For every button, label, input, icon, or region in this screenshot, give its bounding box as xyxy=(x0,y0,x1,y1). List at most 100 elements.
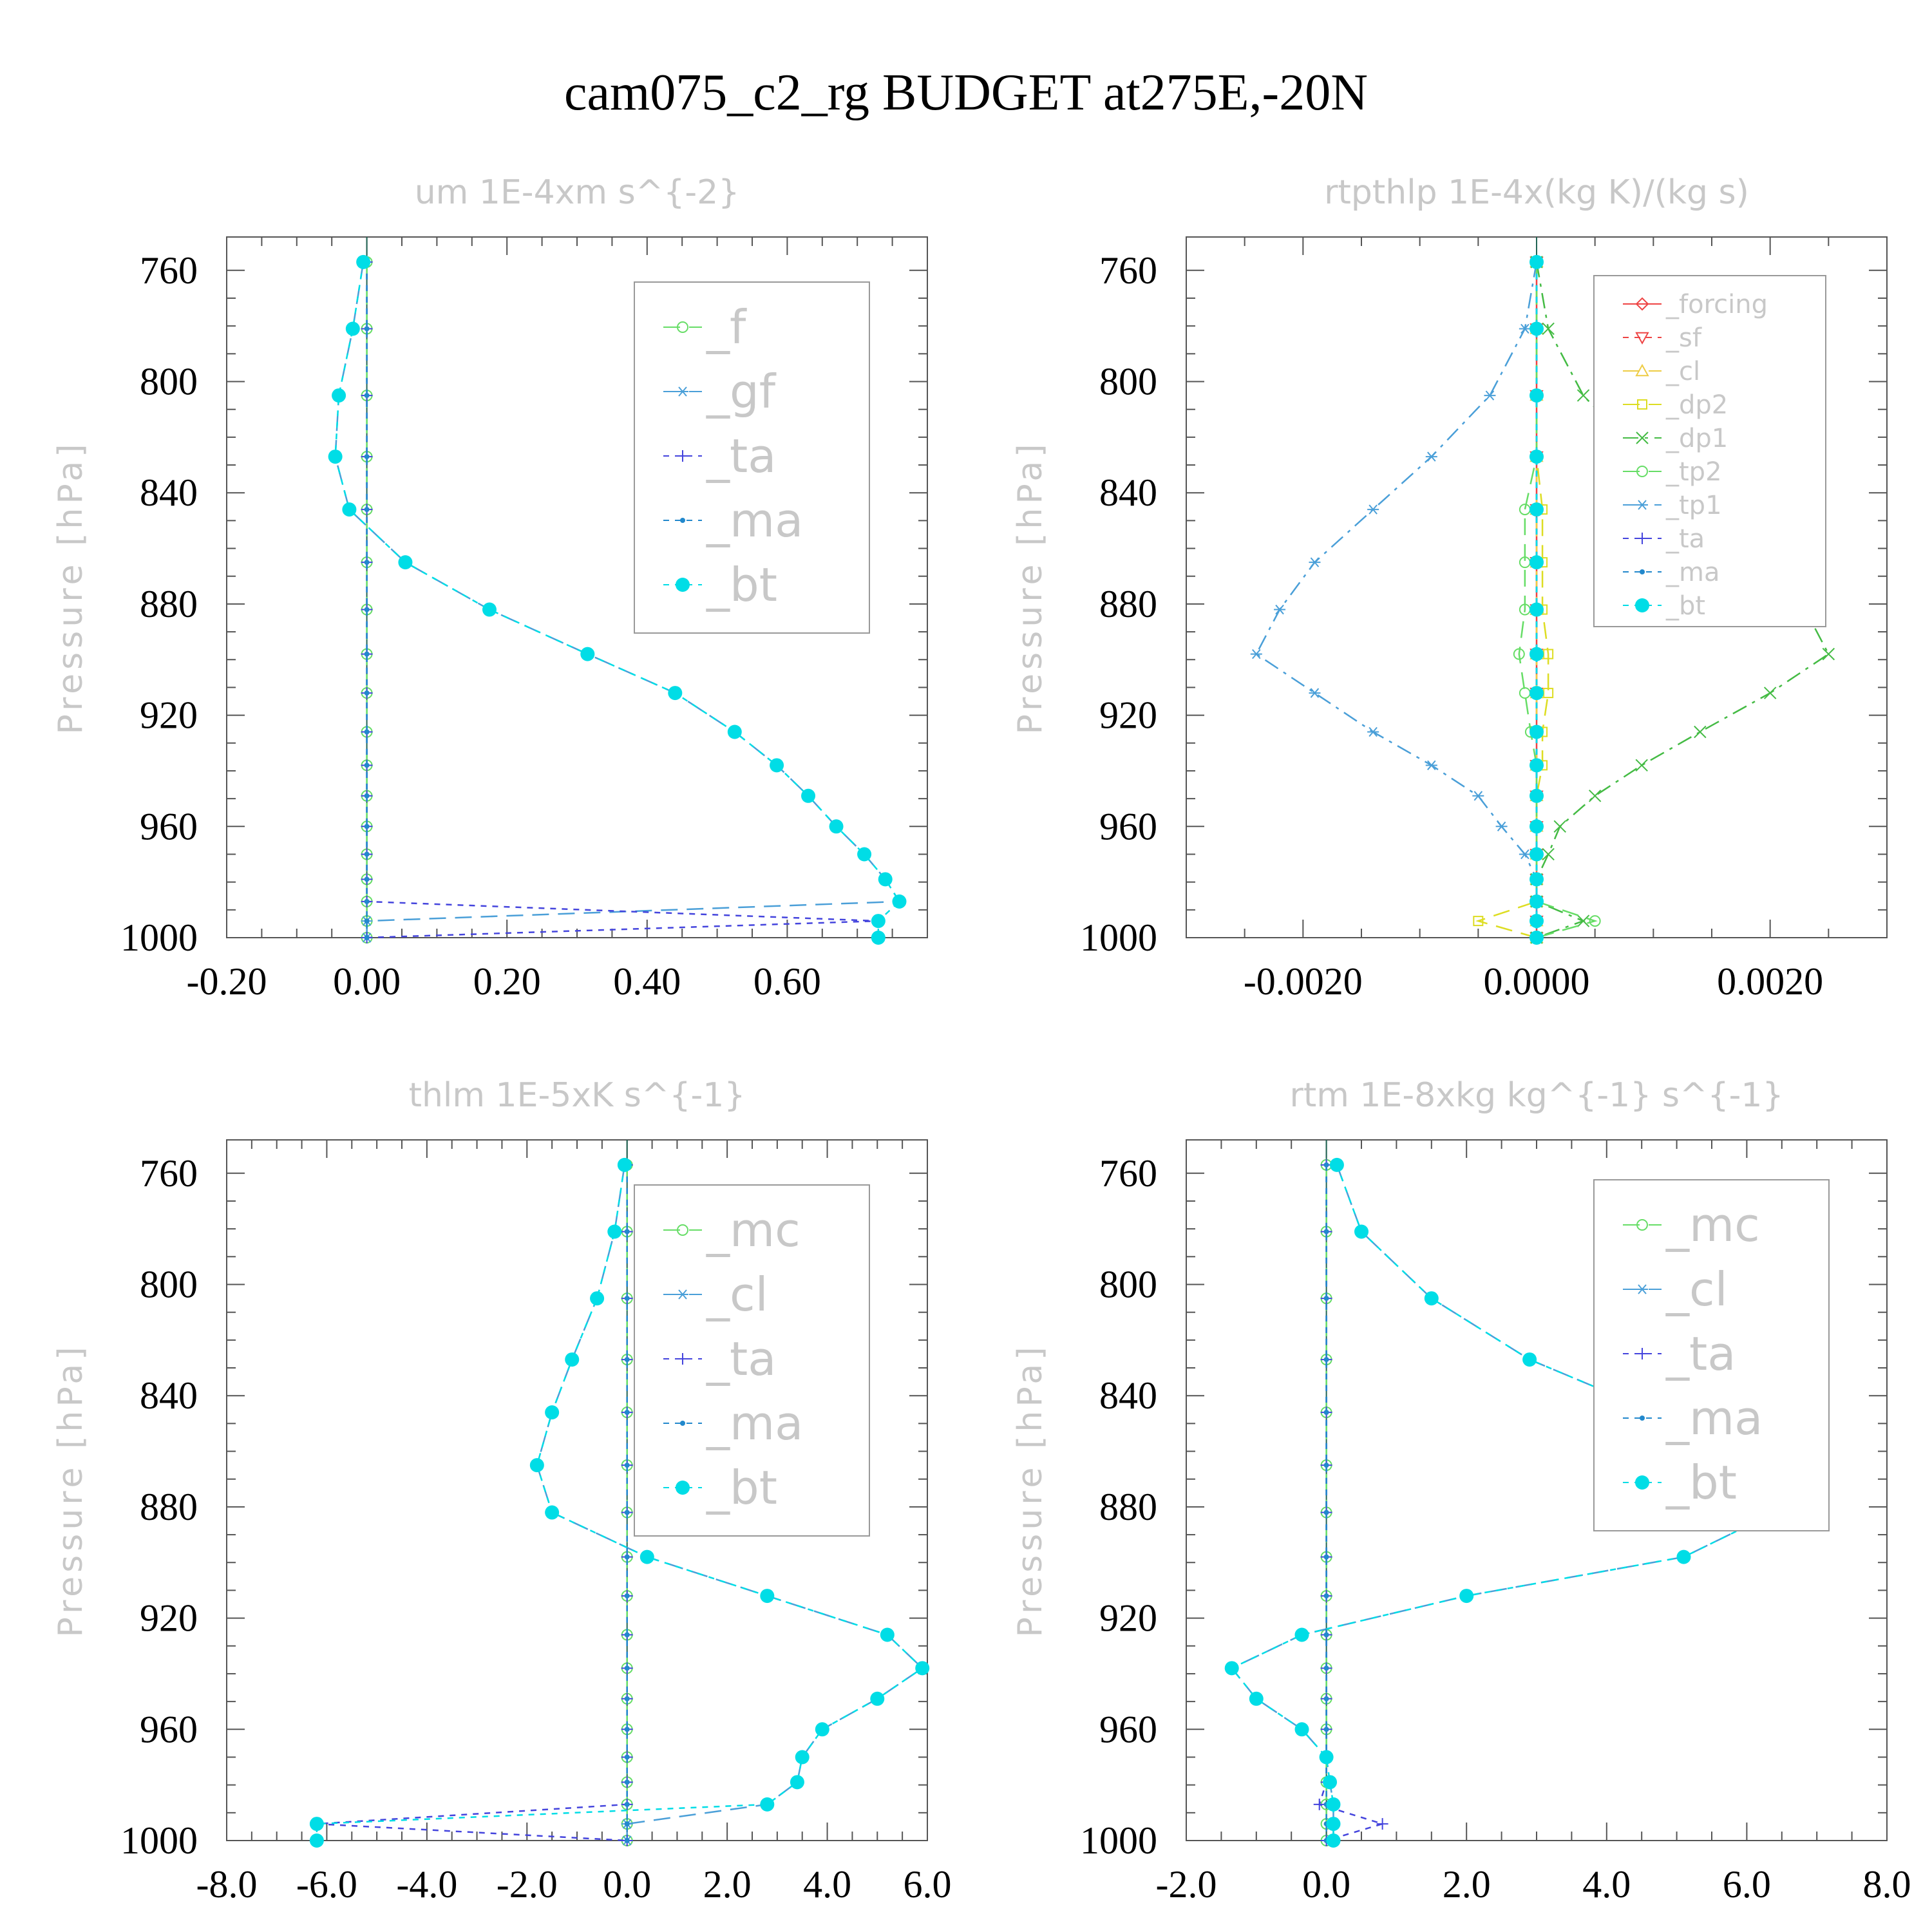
y-tick-label: 960 xyxy=(140,805,198,848)
y-tick-label: 960 xyxy=(140,1708,198,1750)
legend: _mc _cl _ta _ma _bt xyxy=(1593,1179,1830,1531)
x-tick-label: 8.0 xyxy=(1863,1863,1911,1906)
legend-marker xyxy=(677,1224,688,1236)
data-point xyxy=(364,729,370,735)
legend-label: _bt xyxy=(1665,591,1705,621)
data-point xyxy=(1530,914,1544,929)
x-tick-label: 0.00 xyxy=(333,960,401,1003)
legend-marker xyxy=(677,450,688,462)
data-point xyxy=(624,1510,630,1515)
data-point xyxy=(1542,322,1555,336)
legend-label: _cl xyxy=(1665,1262,1728,1316)
data-point xyxy=(1323,1632,1329,1638)
data-point xyxy=(1530,872,1544,887)
y-tick-label: 880 xyxy=(1099,1486,1157,1528)
data-point xyxy=(345,321,360,336)
data-point xyxy=(871,914,886,929)
legend-entry: _forcing xyxy=(1623,290,1768,319)
data-point xyxy=(1542,848,1555,861)
data-point xyxy=(1513,648,1525,660)
data-point xyxy=(1473,916,1484,927)
series-tp2 xyxy=(1513,256,1601,943)
data-point xyxy=(1323,1775,1338,1790)
x-tick-label: 0.20 xyxy=(473,960,541,1003)
data-point xyxy=(1530,894,1544,909)
legend-label: _bt xyxy=(706,558,777,612)
data-point xyxy=(815,1722,829,1737)
y-tick-label: 760 xyxy=(140,249,198,292)
data-point xyxy=(1763,687,1777,699)
y-tick-label: 880 xyxy=(140,1486,198,1528)
legend: _f _gf _ta _ma _bt xyxy=(634,281,870,634)
x-tick-label: -0.0020 xyxy=(1244,960,1363,1003)
data-point xyxy=(364,651,370,657)
legend-entry: _dp1 xyxy=(1623,424,1728,453)
data-point xyxy=(1530,321,1544,336)
data-point xyxy=(1249,1691,1264,1706)
data-point xyxy=(364,326,370,332)
data-point xyxy=(1459,1589,1474,1604)
data-point xyxy=(364,507,370,513)
legend-marker xyxy=(1635,363,1649,377)
y-axis-label: Pressure [hPa] xyxy=(52,440,90,735)
data-point xyxy=(398,555,413,570)
data-point xyxy=(624,1554,630,1560)
data-point xyxy=(590,1291,605,1306)
data-point xyxy=(545,1405,560,1420)
legend-entry: _ta xyxy=(663,1332,776,1386)
data-point xyxy=(1354,1224,1368,1239)
data-point xyxy=(1323,1554,1329,1560)
data-point xyxy=(1326,1833,1341,1848)
panel-title: rtm 1E-8xkg kg^{-1} s^{-1} xyxy=(1289,1076,1783,1115)
data-point xyxy=(1589,915,1601,927)
data-point xyxy=(364,824,370,829)
data-point xyxy=(624,1463,630,1468)
y-tick-label: 920 xyxy=(1099,1597,1157,1640)
data-point xyxy=(1553,820,1566,833)
data-point xyxy=(1274,604,1286,615)
legend-entry: _bt xyxy=(1623,591,1705,621)
data-point xyxy=(1323,1665,1329,1671)
legend-entry: _ta xyxy=(1623,1327,1736,1381)
legend-entry: _ma xyxy=(1623,558,1719,587)
data-point xyxy=(1323,1410,1329,1416)
data-point xyxy=(1323,1229,1329,1235)
series-ta xyxy=(310,1159,633,1846)
y-tick-label: 880 xyxy=(140,583,198,625)
data-point xyxy=(1519,687,1531,699)
legend-marker xyxy=(677,1353,688,1365)
data-point xyxy=(1519,849,1531,860)
legend: _mc _cl _ta _ma _bt xyxy=(634,1184,870,1537)
legend-entry: _bt xyxy=(663,558,777,612)
panels: um 1E-4xm s^{-2} Pressure [hPa] 760 800 840 8… xyxy=(52,173,1911,1906)
data-point xyxy=(342,502,357,517)
data-point xyxy=(1294,1722,1309,1737)
legend-marker xyxy=(1636,1348,1648,1359)
data-point xyxy=(1323,1357,1329,1363)
data-point xyxy=(801,788,816,803)
data-point xyxy=(1530,602,1544,617)
data-point xyxy=(482,602,497,617)
legend-label: _dp2 xyxy=(1665,390,1728,420)
legend-entry: _ma xyxy=(663,1396,803,1450)
legend-marker xyxy=(1636,431,1649,444)
legend-marker xyxy=(680,518,685,523)
data-point xyxy=(1519,323,1531,334)
y-tick-label: 760 xyxy=(1099,249,1157,292)
data-point xyxy=(1323,1727,1329,1732)
y-tick-label: 920 xyxy=(140,694,198,737)
series-line xyxy=(536,1164,924,1841)
data-point xyxy=(1323,1593,1329,1599)
data-point xyxy=(1323,1510,1329,1515)
y-tick-label: 760 xyxy=(1099,1152,1157,1195)
data-point xyxy=(760,1797,775,1812)
data-point xyxy=(1323,1696,1329,1701)
legend-label: _ma xyxy=(706,1396,803,1450)
legend-marker xyxy=(1635,332,1649,345)
legend-label: _gf xyxy=(706,365,777,419)
y-tick-label: 840 xyxy=(140,1374,198,1417)
legend-label: _ta xyxy=(706,429,776,483)
y-tick-label: 800 xyxy=(1099,1264,1157,1306)
data-point xyxy=(624,1838,630,1843)
legend-marker xyxy=(677,1289,688,1300)
